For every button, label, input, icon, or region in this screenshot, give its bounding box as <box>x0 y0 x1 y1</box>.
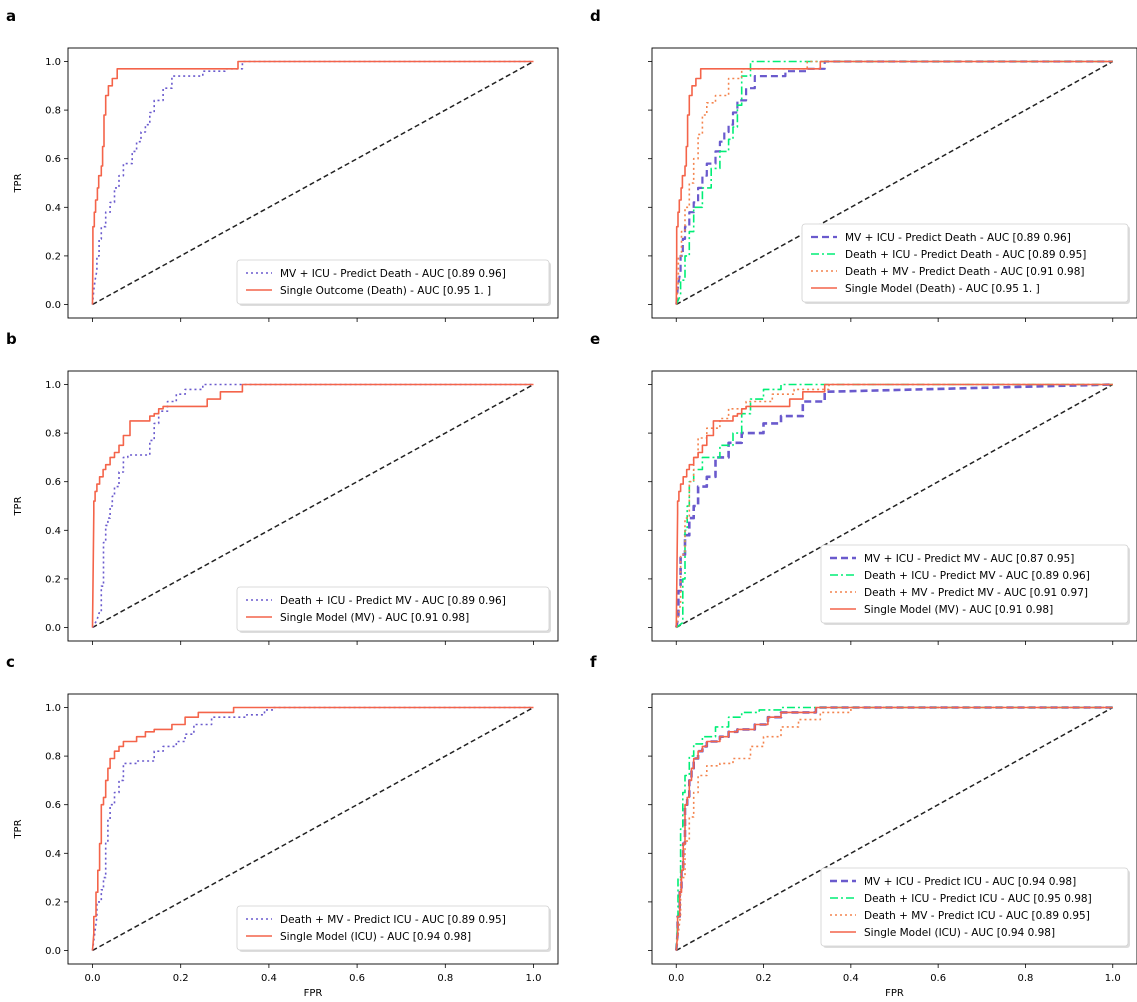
legend-entry-label: Single Model (MV) - AUC [0.91 0.98] <box>864 604 1053 616</box>
x-axis-label: FPR <box>304 988 323 999</box>
legend-entry-label: Single Outcome (Death) - AUC [0.95 1. ] <box>280 285 491 297</box>
y-tick-label: 1.0 <box>45 380 61 391</box>
legend-entry-label: MV + ICU - Predict ICU - AUC [0.94 0.98] <box>864 876 1076 888</box>
y-tick-label: 0.0 <box>45 300 61 311</box>
y-tick-label: 0.2 <box>45 251 61 262</box>
x-tick-label: 0.4 <box>261 973 277 984</box>
y-tick-label: 0.4 <box>45 203 61 214</box>
panel-c: c 0.0 0.0 0.2 0.2 0.4 0.4 0.6 0.6 0.8 0.8 1.0 1.0 TPR… <box>6 653 558 999</box>
legend: Death + ICU - Predict MV - AUC [0.89 0.9… <box>237 587 551 633</box>
panel-letter-d: d <box>590 7 601 25</box>
panel-b: b 0.0 0.2 0.4 0.6 0.8 1.0 TPR Death + ICU - Pred… <box>6 330 558 645</box>
legend-entry-label: Single Model (Death) - AUC [0.95 1. ] <box>845 283 1040 295</box>
y-tick-label: 0.4 <box>45 849 61 860</box>
y-tick-label: 0.2 <box>45 574 61 585</box>
panel-letter-b: b <box>6 330 17 348</box>
x-tick-label: 0.0 <box>85 973 101 984</box>
x-tick-label: 0.6 <box>349 973 365 984</box>
y-tick-label: 0.2 <box>45 897 61 908</box>
legend-entry-label: MV + ICU - Predict Death - AUC [0.89 0.9… <box>280 268 506 280</box>
panel-a: a 0.0 0.2 0.4 0.6 0.8 1.0 TPR MV + ICU - Predict… <box>6 7 558 322</box>
y-axis-label: TPR <box>13 496 24 516</box>
legend-entry-label: Death + ICU - Predict MV - AUC [0.89 0.9… <box>280 595 506 607</box>
y-tick-label: 1.0 <box>45 57 61 68</box>
legend-entry-label: Death + MV - Predict Death - AUC [0.91 0… <box>845 266 1084 278</box>
legend: Death + MV - Predict ICU - AUC [0.89 0.9… <box>237 906 551 952</box>
y-tick-label: 0.8 <box>45 752 61 763</box>
x-tick-label: 1.0 <box>1105 973 1121 984</box>
y-tick-label: 0.0 <box>45 623 61 634</box>
legend-entry-label: Single Model (ICU) - AUC [0.94 0.98] <box>864 927 1055 939</box>
legend-entry-label: Death + MV - Predict ICU - AUC [0.89 0.9… <box>280 914 506 926</box>
x-tick-label: 0.8 <box>1017 973 1033 984</box>
x-tick-label: 0.8 <box>437 973 453 984</box>
y-tick-label: 0.6 <box>45 154 61 165</box>
panel-letter-c: c <box>6 653 15 671</box>
legend: MV + ICU - Predict Death - AUC [0.89 0.9… <box>237 260 551 306</box>
y-tick-label: 0.0 <box>45 946 61 957</box>
y-tick-label: 1.0 <box>45 703 61 714</box>
legend-entry-label: Death + MV - Predict MV - AUC [0.91 0.97… <box>864 587 1088 599</box>
panel-f: f 0.0 0.2 0.4 0.6 0.8 1.0 FPR MV + ICU - Predict… <box>590 653 1137 999</box>
legend: MV + ICU - Predict MV - AUC [0.87 0.95] D… <box>821 545 1130 625</box>
y-tick-label: 0.6 <box>45 477 61 488</box>
legend-entry-label: Death + MV - Predict ICU - AUC [0.89 0.9… <box>864 910 1090 922</box>
x-tick-label: 0.0 <box>668 973 684 984</box>
panel-e: e MV + ICU - Predict MV - AUC [0.87 0.95]… <box>590 330 1137 645</box>
legend-entry-label: Death + ICU - Predict Death - AUC [0.89 … <box>845 249 1086 261</box>
y-tick-label: 0.4 <box>45 526 61 537</box>
legend-entry-label: Death + ICU - Predict ICU - AUC [0.95 0.… <box>864 893 1092 905</box>
legend-box <box>237 260 549 304</box>
legend-entry-label: Death + ICU - Predict MV - AUC [0.89 0.9… <box>864 570 1090 582</box>
panel-letter-a: a <box>6 7 16 25</box>
y-axis-label: TPR <box>13 173 24 193</box>
x-tick-label: 0.2 <box>756 973 772 984</box>
legend: MV + ICU - Predict Death - AUC [0.89 0.9… <box>802 224 1130 304</box>
legend-entry-label: MV + ICU - Predict Death - AUC [0.89 0.9… <box>845 232 1071 244</box>
panel-letter-f: f <box>590 653 597 671</box>
x-tick-label: 1.0 <box>526 973 542 984</box>
x-tick-label: 0.4 <box>843 973 859 984</box>
x-tick-label: 0.6 <box>930 973 946 984</box>
legend-entry-label: Single Model (MV) - AUC [0.91 0.98] <box>280 612 469 624</box>
legend-box <box>237 587 549 631</box>
legend-entry-label: Single Model (ICU) - AUC [0.94 0.98] <box>280 931 471 943</box>
x-tick-label: 0.2 <box>173 973 189 984</box>
legend-entry-label: MV + ICU - Predict MV - AUC [0.87 0.95] <box>864 553 1074 565</box>
y-axis-label: TPR <box>13 819 24 839</box>
y-tick-label: 0.8 <box>45 429 61 440</box>
panel-letter-e: e <box>590 330 600 348</box>
y-tick-label: 0.6 <box>45 800 61 811</box>
legend: MV + ICU - Predict ICU - AUC [0.94 0.98]… <box>821 868 1130 948</box>
panel-d: d MV + ICU - Predict Death - AUC [0.89 0.… <box>590 7 1137 322</box>
legend-box <box>237 906 549 950</box>
y-tick-label: 0.8 <box>45 106 61 117</box>
x-axis-label: FPR <box>885 988 904 999</box>
